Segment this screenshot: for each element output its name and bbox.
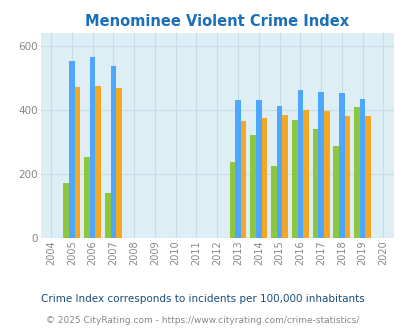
Bar: [110, 66, 116, 238]
Bar: [333, 146, 338, 238]
Bar: [261, 118, 266, 238]
Bar: [116, 88, 121, 238]
Bar: [90, 57, 95, 238]
Bar: [312, 129, 318, 238]
Bar: [84, 157, 90, 238]
Bar: [303, 110, 308, 238]
Bar: [63, 183, 69, 238]
Text: Crime Index corresponds to incidents per 100,000 inhabitants: Crime Index corresponds to incidents per…: [41, 294, 364, 304]
Text: © 2025 CityRating.com - https://www.cityrating.com/crime-statistics/: © 2025 CityRating.com - https://www.city…: [46, 316, 359, 325]
Bar: [344, 116, 350, 238]
Bar: [104, 193, 110, 238]
Bar: [255, 100, 261, 238]
Bar: [291, 120, 297, 238]
Bar: [318, 92, 323, 238]
Bar: [69, 61, 75, 238]
Bar: [240, 121, 246, 238]
Bar: [229, 161, 234, 238]
Bar: [250, 135, 255, 238]
Bar: [281, 115, 287, 238]
Bar: [323, 111, 329, 238]
Bar: [95, 86, 101, 238]
Bar: [234, 100, 240, 238]
Bar: [297, 89, 303, 238]
Title: Menominee Violent Crime Index: Menominee Violent Crime Index: [85, 14, 348, 29]
Bar: [354, 107, 359, 238]
Bar: [276, 106, 281, 238]
Bar: [271, 166, 276, 238]
Bar: [364, 116, 370, 238]
Bar: [338, 93, 344, 238]
Bar: [359, 99, 364, 238]
Bar: [75, 87, 80, 238]
